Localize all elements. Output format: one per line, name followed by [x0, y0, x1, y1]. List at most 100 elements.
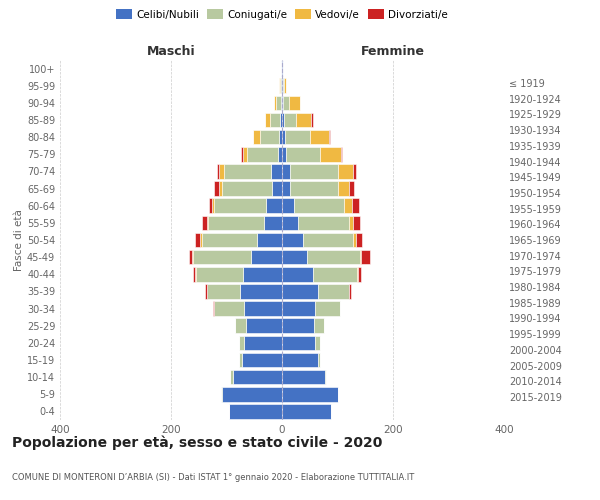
Bar: [314, 318, 324, 333]
Bar: [360, 250, 361, 264]
Bar: [329, 130, 330, 144]
Bar: [217, 164, 219, 178]
Bar: [278, 147, 282, 162]
Bar: [282, 370, 325, 384]
Bar: [202, 216, 207, 230]
Bar: [271, 164, 282, 178]
Bar: [207, 284, 241, 298]
Bar: [219, 182, 222, 196]
Bar: [283, 96, 289, 110]
Bar: [222, 182, 272, 196]
Bar: [284, 112, 296, 128]
Bar: [229, 404, 282, 418]
Bar: [222, 387, 282, 402]
Bar: [282, 198, 294, 213]
Bar: [294, 198, 344, 213]
Bar: [212, 198, 214, 213]
Bar: [214, 198, 266, 213]
Bar: [277, 96, 281, 110]
Bar: [241, 284, 282, 298]
Bar: [353, 232, 356, 248]
Bar: [205, 284, 206, 298]
Bar: [290, 182, 337, 196]
Bar: [290, 164, 337, 178]
Bar: [280, 78, 281, 93]
Bar: [296, 112, 311, 128]
Bar: [349, 182, 354, 196]
Bar: [282, 302, 316, 316]
Bar: [307, 250, 360, 264]
Bar: [320, 147, 341, 162]
Bar: [214, 182, 219, 196]
Bar: [283, 78, 284, 93]
Bar: [282, 250, 307, 264]
Text: Maschi: Maschi: [146, 46, 196, 59]
Bar: [282, 96, 283, 110]
Bar: [239, 336, 244, 350]
Bar: [265, 112, 271, 128]
Legend: Celibi/Nubili, Coniugati/e, Vedovi/e, Divorziati/e: Celibi/Nubili, Coniugati/e, Vedovi/e, Di…: [112, 5, 452, 24]
Bar: [233, 370, 282, 384]
Bar: [200, 232, 202, 248]
Bar: [303, 232, 353, 248]
Bar: [214, 302, 244, 316]
Bar: [282, 130, 285, 144]
Bar: [257, 232, 282, 248]
Bar: [219, 164, 224, 178]
Bar: [282, 267, 313, 281]
Bar: [208, 216, 263, 230]
Bar: [344, 198, 352, 213]
Bar: [260, 130, 279, 144]
Bar: [349, 284, 351, 298]
Bar: [253, 130, 260, 144]
Bar: [282, 112, 284, 128]
Bar: [285, 130, 310, 144]
Bar: [313, 267, 357, 281]
Bar: [193, 267, 196, 281]
Bar: [318, 352, 320, 368]
Bar: [224, 164, 271, 178]
Bar: [358, 267, 361, 281]
Bar: [310, 130, 329, 144]
Bar: [235, 318, 246, 333]
Bar: [311, 112, 313, 128]
Bar: [274, 96, 277, 110]
Bar: [279, 130, 282, 144]
Bar: [357, 267, 358, 281]
Bar: [212, 302, 214, 316]
Bar: [282, 352, 318, 368]
Bar: [352, 198, 359, 213]
Bar: [251, 250, 282, 264]
Bar: [263, 216, 282, 230]
Bar: [282, 404, 331, 418]
Bar: [353, 164, 356, 178]
Bar: [337, 164, 353, 178]
Bar: [192, 250, 193, 264]
Bar: [281, 96, 282, 110]
Bar: [266, 198, 282, 213]
Bar: [282, 216, 298, 230]
Bar: [316, 302, 340, 316]
Bar: [282, 232, 303, 248]
Bar: [316, 336, 320, 350]
Bar: [361, 250, 370, 264]
Bar: [272, 182, 282, 196]
Bar: [196, 267, 243, 281]
Bar: [271, 112, 280, 128]
Bar: [190, 250, 192, 264]
Text: Popolazione per età, sesso e stato civile - 2020: Popolazione per età, sesso e stato civil…: [12, 436, 382, 450]
Bar: [221, 387, 222, 402]
Bar: [282, 318, 314, 333]
Bar: [207, 216, 208, 230]
Bar: [246, 318, 282, 333]
Bar: [356, 232, 362, 248]
Bar: [242, 147, 247, 162]
Bar: [325, 370, 326, 384]
Bar: [244, 336, 282, 350]
Text: Femmine: Femmine: [361, 46, 425, 59]
Bar: [337, 182, 349, 196]
Bar: [239, 352, 242, 368]
Bar: [247, 147, 278, 162]
Bar: [280, 112, 282, 128]
Bar: [349, 216, 353, 230]
